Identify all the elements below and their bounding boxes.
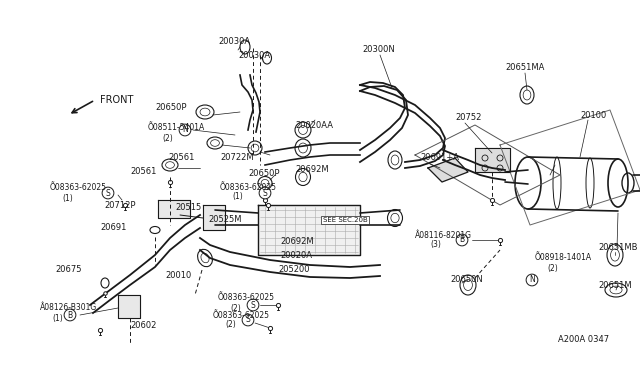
Text: 20650P: 20650P [248,169,280,177]
Text: S: S [106,189,110,198]
Polygon shape [118,295,140,318]
Text: FRONT: FRONT [100,95,133,105]
Text: Õ08511-5401A: Õ08511-5401A [148,122,205,131]
Text: 20030A: 20030A [238,51,270,60]
Text: 20020A: 20020A [280,250,312,260]
Text: 20692M: 20692M [280,237,314,247]
Text: (2): (2) [225,321,236,330]
Text: 20651M: 20651M [598,280,632,289]
Text: 20752: 20752 [455,113,481,122]
Text: 20650P: 20650P [155,103,186,112]
Text: 20561: 20561 [168,153,195,161]
Text: 20691: 20691 [100,224,126,232]
Text: Õ08918-1401A: Õ08918-1401A [535,253,592,263]
Text: 20712P: 20712P [104,201,136,209]
Text: 20675: 20675 [55,266,81,275]
Text: (1): (1) [52,314,63,323]
Text: Õ08363-62025: Õ08363-62025 [213,311,270,320]
Text: Â08126-B301G: Â08126-B301G [40,304,97,312]
Text: Â08116-8201G: Â08116-8201G [415,231,472,240]
Text: N: N [182,125,188,135]
Text: Õ08363-62025: Õ08363-62025 [50,183,107,192]
Text: N: N [529,276,535,285]
Text: 20100: 20100 [580,110,606,119]
Text: 20010: 20010 [165,270,191,279]
Text: B: B [67,311,72,320]
Text: 20561: 20561 [130,167,156,176]
Text: Õ08363-62025: Õ08363-62025 [218,294,275,302]
Text: (2): (2) [230,304,241,312]
Text: 20515: 20515 [175,203,201,212]
Text: 20300N: 20300N [362,45,395,55]
Text: A200A 0347: A200A 0347 [558,336,609,344]
Text: S: S [246,315,250,324]
Text: 20525M: 20525M [208,215,241,224]
Text: 20650N: 20650N [450,276,483,285]
Text: 20030A: 20030A [218,38,250,46]
Text: (1): (1) [62,193,73,202]
Polygon shape [475,148,510,172]
Text: 20692M: 20692M [295,166,328,174]
Text: S: S [262,189,268,198]
Text: 20691+A: 20691+A [420,154,459,163]
Polygon shape [158,200,190,218]
Polygon shape [203,205,225,230]
Text: 205200: 205200 [278,266,310,275]
Text: SEE SEC.20B: SEE SEC.20B [323,217,367,223]
Text: 20020AA: 20020AA [295,121,333,129]
Text: Õ08363-62025: Õ08363-62025 [220,183,277,192]
Polygon shape [258,205,360,255]
Text: 20651MA: 20651MA [505,64,545,73]
Text: (2): (2) [547,263,557,273]
Text: 20651MB: 20651MB [598,244,637,253]
Text: 20602: 20602 [130,321,156,330]
Text: S: S [251,301,255,310]
Text: (2): (2) [162,134,173,142]
Text: (3): (3) [430,241,441,250]
Text: 20722M: 20722M [220,153,253,161]
Text: B: B [460,235,465,244]
Text: (1): (1) [232,192,243,202]
Polygon shape [428,158,468,182]
